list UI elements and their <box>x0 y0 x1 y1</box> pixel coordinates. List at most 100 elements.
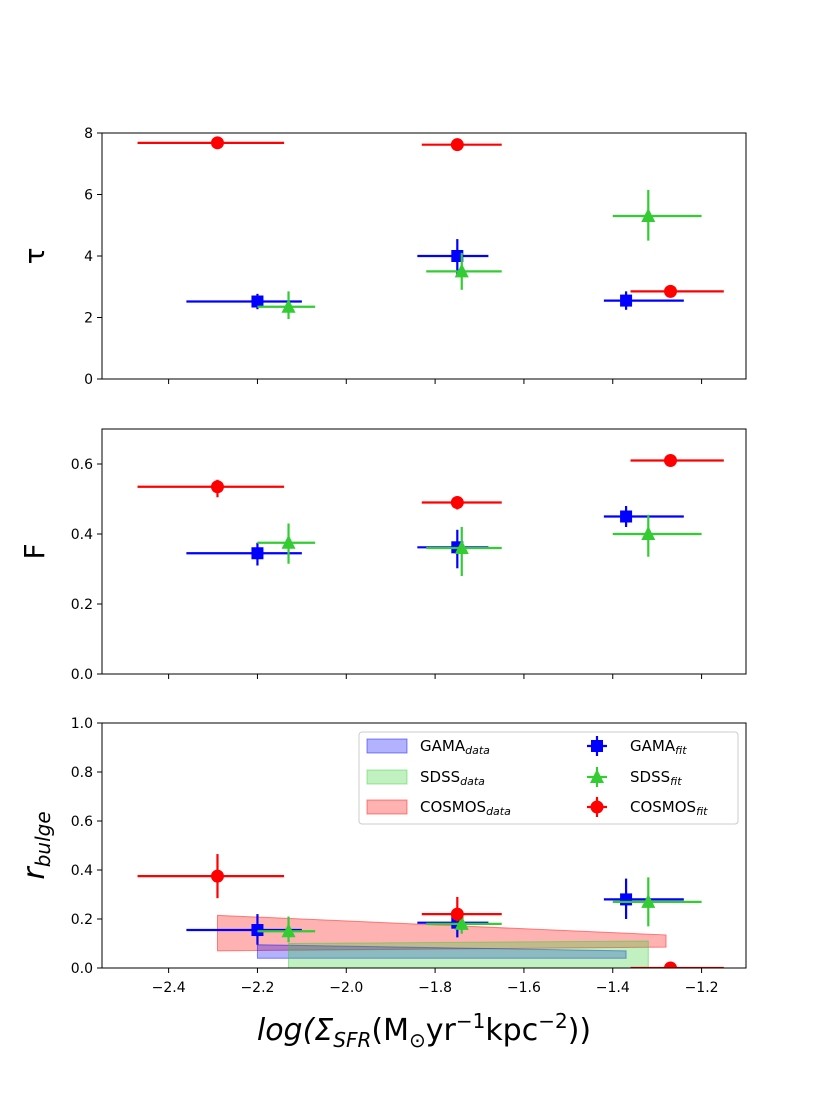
band-cosmos-data <box>216 914 667 952</box>
legend-label-gama-data: GAMAdata <box>420 737 490 757</box>
legend: GAMAdataSDSSdataCOSMOSdataGAMAfitSDSSfit… <box>358 731 739 825</box>
xlabel-kpc: kpc <box>485 1013 538 1048</box>
legend-box <box>358 731 739 825</box>
xtick-label-3: −1.8 <box>418 980 452 996</box>
cosmos-fit-r_bulge-0-marker <box>210 869 224 883</box>
gama-fit-F-0-marker <box>251 547 264 560</box>
xlabel-exp1: −1 <box>456 1009 485 1033</box>
panel-F-ytick-label-2: 0.4 <box>71 527 93 543</box>
cosmos-fit-tau-1-marker <box>450 138 464 152</box>
panel-tau-ytick-label-2: 4 <box>84 249 93 265</box>
panel-tau-ytick-label-4: 8 <box>84 126 93 142</box>
panel-r_bulge-ytick-label-0: 0.0 <box>71 961 93 977</box>
legend-label-cosmos-fit: COSMOSfit <box>630 798 708 818</box>
cosmos-fit-F-1-marker <box>450 496 464 509</box>
xtick-label-4: −1.6 <box>507 980 541 996</box>
xtick-label-0: −2.4 <box>152 980 186 996</box>
legend-label-sdss-data: SDSSdata <box>420 768 485 788</box>
xlabel-m: (M <box>371 1013 409 1048</box>
legend-sub-sdss-fit: fit <box>670 775 682 788</box>
legend-marker-gama-fit <box>591 740 603 752</box>
panel-F-ytick-label-3: 0.6 <box>71 457 93 473</box>
legend-base-cosmos-data: COSMOS <box>420 798 486 816</box>
panel-r_bulge-ytick-label-2: 0.4 <box>71 863 93 879</box>
cosmos-fit-F-0-marker <box>210 480 224 494</box>
panel-r_bulge-ytick-label-5: 1.0 <box>71 716 93 732</box>
panel-tau-ytick-label-1: 2 <box>84 311 93 327</box>
legend-sub-cosmos-fit: fit <box>696 805 708 818</box>
panel-r_bulge-plot-area <box>137 854 724 968</box>
gama-fit-tau-1-marker <box>451 250 464 262</box>
sdss-fit-tau-0-marker <box>281 298 296 313</box>
legend-swatch-sdss-data <box>366 769 408 785</box>
panel-tau-ylabel: τ <box>18 248 51 265</box>
xlabel-sun: ⊙ <box>409 1028 426 1052</box>
xlabel-exp2: −2 <box>538 1009 567 1033</box>
legend-base-cosmos-fit: COSMOS <box>630 798 696 816</box>
panel-tau: 0 2 4 6 8 τ <box>18 126 747 388</box>
sdss-fit-r_bulge-2-marker <box>641 893 656 908</box>
xtick-label-5: −1.4 <box>596 980 630 996</box>
legend-label-cosmos-data: COSMOSdata <box>420 798 511 818</box>
xtick-label-6: −1.2 <box>685 980 719 996</box>
legend-marker-sdss-fit <box>590 769 604 783</box>
legend-base-gama-fit: GAMA <box>630 737 676 755</box>
panel-F-frame <box>101 428 747 675</box>
xlabel-log: log(Σ <box>257 1013 333 1048</box>
panel-tau-ytick-label-0: 0 <box>84 372 93 388</box>
legend-base-sdss-fit: SDSS <box>630 768 670 786</box>
panel-r_bulge-frame <box>101 722 747 969</box>
panel-tau-plot-area <box>137 136 724 320</box>
band-sdss-data <box>288 940 649 968</box>
cosmos-fit-tau-2-marker <box>663 284 677 298</box>
panel-F-ylabel: F <box>18 543 51 559</box>
panel-tau-ytick-label-3: 6 <box>84 188 93 204</box>
legend-label-sdss-fit: SDSSfit <box>630 768 682 788</box>
gama-fit-r_bulge-2-marker <box>620 893 633 906</box>
xlabel: log(ΣSFR(M⊙yr−1kpc−2)) <box>257 1009 591 1052</box>
panel-F-plot-area <box>137 454 724 576</box>
cosmos-fit-r_bulge-2-marker <box>663 961 677 968</box>
xtick-label-1: −2.2 <box>240 980 274 996</box>
legend-swatch-gama-data <box>366 738 408 754</box>
legend-base-gama-data: GAMA <box>420 737 466 755</box>
xlabel-yr: yr <box>426 1013 457 1048</box>
xlabel-sub-sfr: SFR <box>333 1028 371 1052</box>
sdss-fit-r_bulge-0-marker <box>281 923 296 938</box>
panel-r_bulge-ylabel: rbulge <box>17 811 55 879</box>
sdss-fit-r_bulge-1-marker <box>454 915 469 930</box>
band-gama-data <box>256 944 627 959</box>
panel-r_bulge: 0.0 0.2 0.4 0.6 0.8 1.0 −2.4 −2.2 −2.0 −1.8 −1.6 −1… <box>17 716 747 996</box>
sdss-fit-F-0-marker <box>281 534 296 549</box>
sdss-fit-F-2-marker <box>641 526 656 540</box>
legend-base-sdss-data: SDSS <box>420 768 460 786</box>
cosmos-fit-tau-0-marker <box>210 136 224 150</box>
legend-sub-cosmos-data: data <box>486 805 511 818</box>
legend-label-gama-fit: GAMAfit <box>630 737 687 757</box>
gama-fit-r_bulge-0-marker <box>251 924 264 937</box>
legend-sub-gama-fit: fit <box>675 744 687 757</box>
legend-marker-cosmos-fit <box>590 800 604 814</box>
panel-F-ytick-label-1: 0.2 <box>71 597 93 613</box>
legend-sub-gama-data: data <box>465 744 490 757</box>
cosmos-fit-F-2-marker <box>663 454 677 467</box>
sdss-fit-tau-1-marker <box>454 263 469 278</box>
ylabel-sub-bulge: bulge <box>31 811 55 867</box>
legend-swatch-cosmos-data <box>366 799 408 815</box>
ylabel-r: r <box>17 866 52 880</box>
sdss-fit-tau-2-marker <box>641 208 656 223</box>
xlabel-close: )) <box>568 1013 591 1048</box>
panel-F-ytick-label-0: 0.0 <box>71 667 93 683</box>
legend-sub-sdss-data: data <box>460 775 485 788</box>
panel-r_bulge-ytick-label-4: 0.8 <box>71 765 93 781</box>
panel-r_bulge-ytick-label-1: 0.2 <box>71 912 93 928</box>
gama-fit-tau-2-marker <box>620 294 633 307</box>
gama-fit-F-2-marker <box>620 510 633 523</box>
xtick-label-2: −2.0 <box>329 980 363 996</box>
gama-fit-tau-0-marker <box>251 295 264 308</box>
panel-r_bulge-ytick-label-3: 0.6 <box>71 814 93 830</box>
cosmos-fit-r_bulge-1-marker <box>450 907 464 921</box>
sdss-fit-F-1-marker <box>454 540 469 554</box>
panel-F: 0.0 0.2 0.4 0.6 F <box>18 428 747 683</box>
